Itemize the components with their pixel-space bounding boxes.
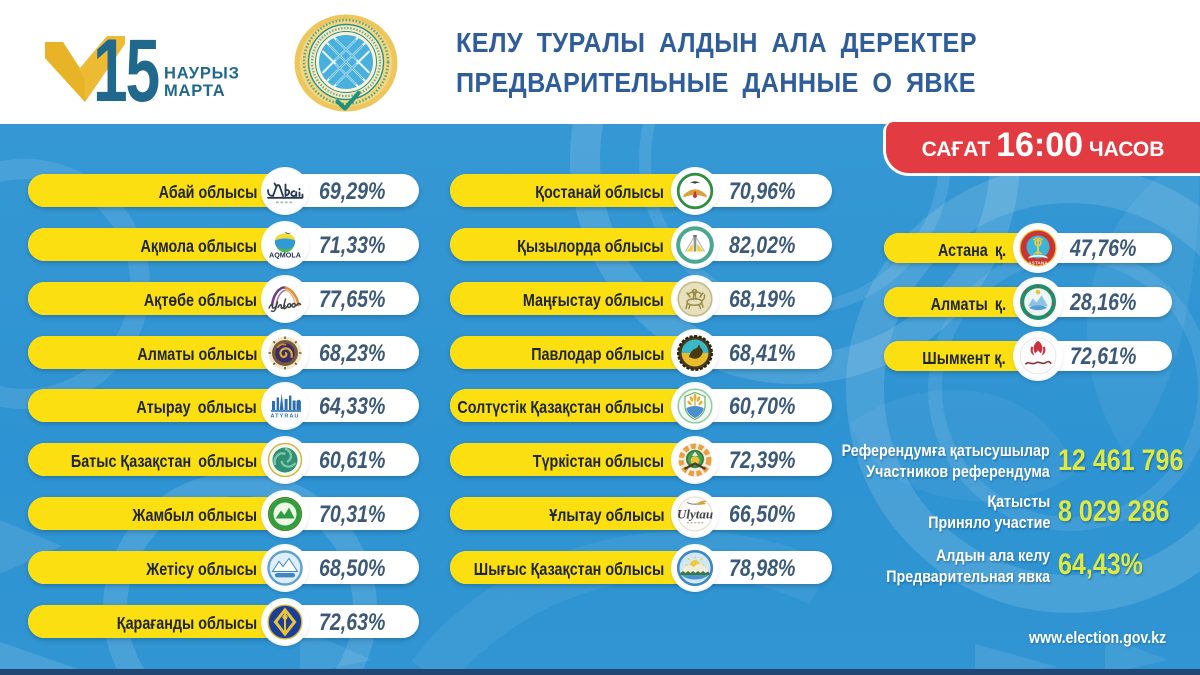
svg-text:ASTANA: ASTANA: [1028, 261, 1048, 267]
svg-text:AQMOLA: AQMOLA: [269, 250, 301, 259]
svg-text:НАУРЫЗ: НАУРЫЗ: [164, 65, 240, 83]
svg-text:15: 15: [93, 21, 159, 120]
svg-text:ATYRAU: ATYRAU: [271, 413, 300, 419]
svg-text:Ulytau: Ulytau: [677, 506, 713, 521]
svg-text:МАРТА: МАРТА: [164, 82, 225, 100]
